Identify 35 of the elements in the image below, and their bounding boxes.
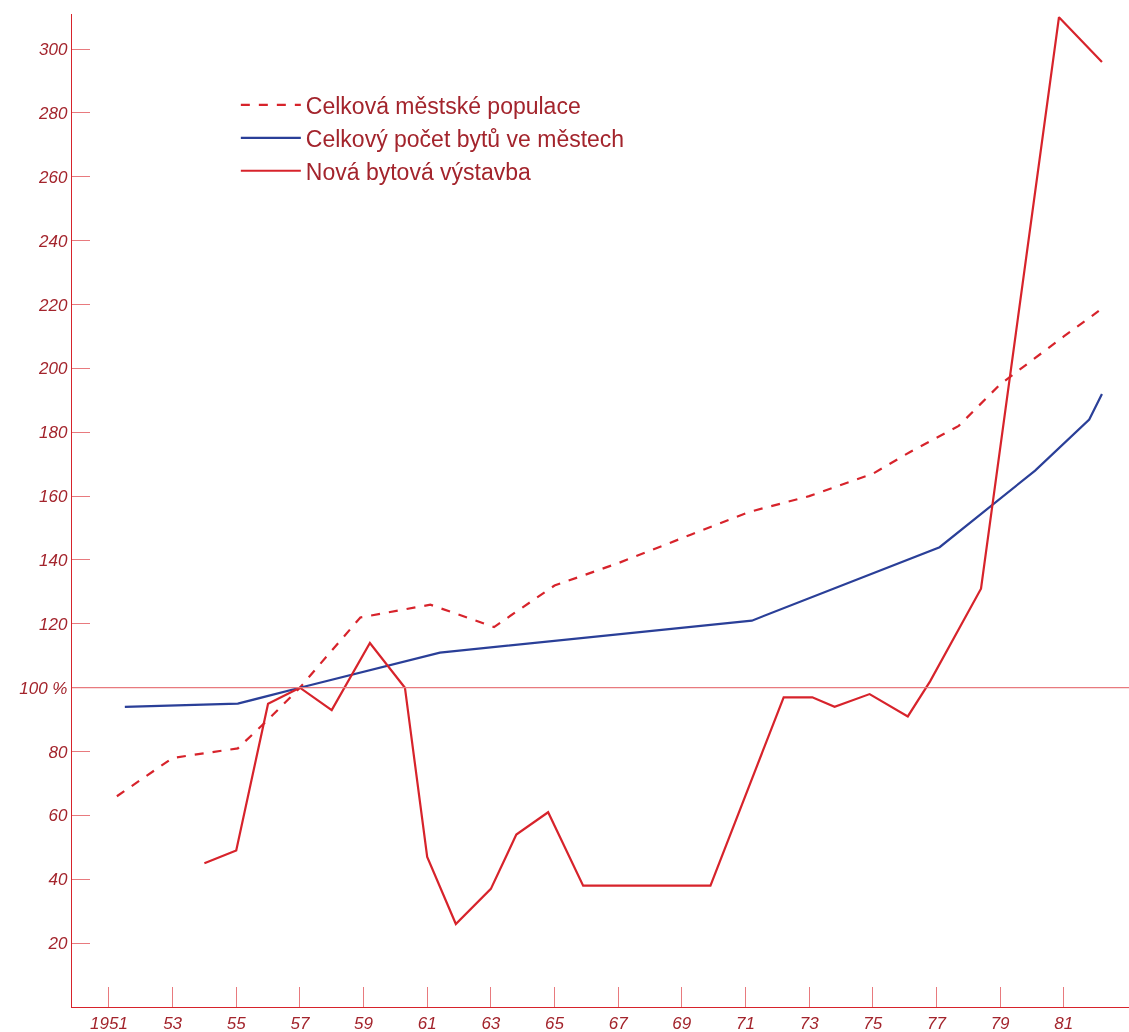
y-tick-label: 20 [47, 934, 68, 954]
x-tick-label: 77 [926, 1013, 947, 1032]
line-series [123, 392, 1104, 708]
x-tick-label: 55 [226, 1013, 247, 1032]
x-tick-label: 59 [354, 1013, 374, 1032]
x-tick-label: 73 [799, 1013, 820, 1032]
y-tick-label: 220 [38, 295, 68, 315]
x-tick-label: 67 [608, 1013, 629, 1032]
x-tick-label: 1951 [90, 1013, 128, 1032]
x-tick-label: 81 [1054, 1013, 1074, 1032]
y-tick-label: 280 [38, 103, 68, 123]
y-tick-label: 120 [39, 614, 68, 634]
y-tick-label: 80 [48, 742, 68, 762]
x-tick-label: 65 [545, 1013, 565, 1032]
x-tick-label: 63 [481, 1013, 501, 1032]
y-tick-label: 100 % [19, 678, 68, 698]
x-tick-label: 61 [417, 1013, 437, 1032]
y-tick-label: 160 [39, 487, 68, 507]
y-tick-label: 180 [39, 423, 68, 443]
legend-label: Celková městské populace [305, 92, 581, 119]
y-tick-label: 240 [38, 231, 68, 251]
y-tick-label: 200 [38, 359, 68, 379]
x-tick-label: 71 [736, 1013, 755, 1032]
x-tick-label: 69 [672, 1013, 692, 1032]
y-tick-label: 140 [39, 550, 68, 570]
y-tick-label: 300 [39, 40, 68, 60]
x-tick-label: 75 [863, 1013, 883, 1032]
legend-label: Nová bytová výstavba [305, 158, 532, 185]
y-tick-label: 40 [48, 870, 68, 890]
legend-label: Celkový počet bytů ve městech [305, 125, 625, 152]
x-tick-label: 57 [290, 1013, 310, 1032]
x-tick-label: 53 [163, 1013, 183, 1032]
y-tick-label: 60 [48, 806, 68, 826]
x-tick-label: 79 [990, 1013, 1011, 1032]
y-tick-label: 260 [38, 167, 68, 187]
